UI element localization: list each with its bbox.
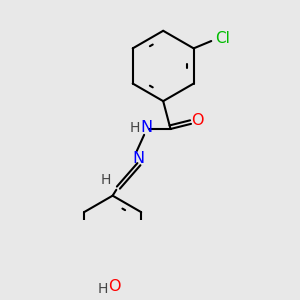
Text: N: N <box>140 120 152 135</box>
Text: Cl: Cl <box>215 31 230 46</box>
Text: H: H <box>97 283 108 296</box>
Text: N: N <box>132 151 144 166</box>
Text: O: O <box>108 279 120 294</box>
Text: O: O <box>191 113 203 128</box>
Text: H: H <box>101 173 111 187</box>
Text: H: H <box>129 121 140 134</box>
